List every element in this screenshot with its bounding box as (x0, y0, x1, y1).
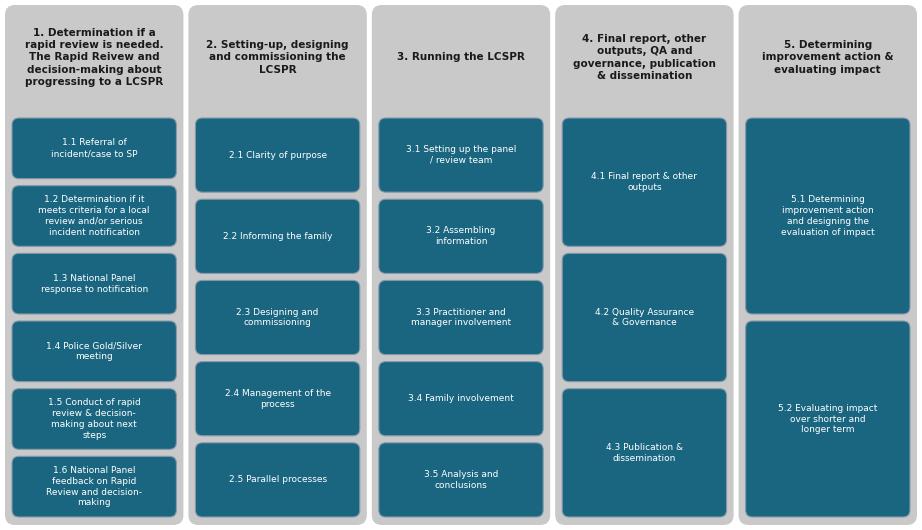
FancyBboxPatch shape (188, 5, 367, 525)
Text: 3.4 Family involvement: 3.4 Family involvement (408, 394, 514, 403)
FancyBboxPatch shape (379, 118, 543, 192)
Text: 2.2 Informing the family: 2.2 Informing the family (223, 232, 332, 241)
FancyBboxPatch shape (562, 253, 727, 382)
Text: 3.1 Setting up the panel
/ review team: 3.1 Setting up the panel / review team (406, 145, 516, 165)
Text: 1.3 National Panel
response to notification: 1.3 National Panel response to notificat… (41, 274, 148, 294)
Text: 1.5 Conduct of rapid
review & decision-
making about next
steps: 1.5 Conduct of rapid review & decision- … (48, 399, 140, 439)
FancyBboxPatch shape (372, 5, 550, 525)
FancyBboxPatch shape (195, 443, 360, 517)
Text: 1.1 Referral of
incident/case to SP: 1.1 Referral of incident/case to SP (51, 138, 137, 158)
FancyBboxPatch shape (195, 280, 360, 355)
FancyBboxPatch shape (195, 118, 360, 192)
FancyBboxPatch shape (195, 199, 360, 273)
FancyBboxPatch shape (562, 388, 727, 517)
FancyBboxPatch shape (12, 456, 176, 517)
FancyBboxPatch shape (5, 5, 183, 525)
FancyBboxPatch shape (12, 321, 176, 382)
Text: 3.5 Analysis and
conclusions: 3.5 Analysis and conclusions (424, 470, 498, 490)
Text: 3. Running the LCSPR: 3. Running the LCSPR (397, 52, 525, 63)
FancyBboxPatch shape (12, 186, 176, 246)
Text: 5.1 Determining
improvement action
and designing the
evaluation of impact: 5.1 Determining improvement action and d… (781, 196, 875, 236)
FancyBboxPatch shape (739, 5, 917, 525)
FancyBboxPatch shape (12, 118, 176, 179)
Text: 4.1 Final report & other
outputs: 4.1 Final report & other outputs (591, 172, 697, 192)
Text: 2. Setting-up, designing
and commissioning the
LCSPR: 2. Setting-up, designing and commissioni… (207, 40, 349, 75)
FancyBboxPatch shape (379, 199, 543, 273)
Text: 1.2 Determination if it
meets criteria for a local
review and/or serious
inciden: 1.2 Determination if it meets criteria f… (39, 196, 150, 236)
Text: 2.4 Management of the
process: 2.4 Management of the process (225, 389, 331, 409)
Text: 3.3 Practitioner and
manager involvement: 3.3 Practitioner and manager involvement (411, 307, 511, 328)
Text: 2.5 Parallel processes: 2.5 Parallel processes (229, 475, 326, 484)
Text: 1. Determination if a
rapid review is needed.
The Rapid Reivew and
decision-maki: 1. Determination if a rapid review is ne… (25, 28, 163, 87)
FancyBboxPatch shape (555, 5, 734, 525)
Text: 4.3 Publication &
dissemination: 4.3 Publication & dissemination (606, 443, 683, 463)
FancyBboxPatch shape (562, 118, 727, 246)
FancyBboxPatch shape (379, 361, 543, 436)
Text: 2.1 Clarity of purpose: 2.1 Clarity of purpose (229, 151, 326, 160)
Text: 4.2 Quality Assurance
& Governance: 4.2 Quality Assurance & Governance (595, 307, 694, 328)
FancyBboxPatch shape (12, 253, 176, 314)
FancyBboxPatch shape (746, 118, 910, 314)
FancyBboxPatch shape (379, 443, 543, 517)
Text: 1.4 Police Gold/Silver
meeting: 1.4 Police Gold/Silver meeting (46, 341, 142, 361)
FancyBboxPatch shape (379, 280, 543, 355)
Text: 4. Final report, other
outputs, QA and
governance, publication
& dissemination: 4. Final report, other outputs, QA and g… (573, 34, 715, 81)
FancyBboxPatch shape (746, 321, 910, 517)
FancyBboxPatch shape (12, 388, 176, 449)
Text: 1.6 National Panel
feedback on Rapid
Review and decision-
making: 1.6 National Panel feedback on Rapid Rev… (46, 466, 142, 507)
Text: 3.2 Assembling
information: 3.2 Assembling information (426, 226, 496, 246)
Text: 5.2 Evaluating impact
over shorter and
longer term: 5.2 Evaluating impact over shorter and l… (778, 404, 878, 434)
Text: 2.3 Designing and
commissioning: 2.3 Designing and commissioning (236, 307, 319, 328)
FancyBboxPatch shape (195, 361, 360, 436)
Text: 5. Determining
improvement action &
evaluating impact: 5. Determining improvement action & eval… (762, 40, 893, 75)
